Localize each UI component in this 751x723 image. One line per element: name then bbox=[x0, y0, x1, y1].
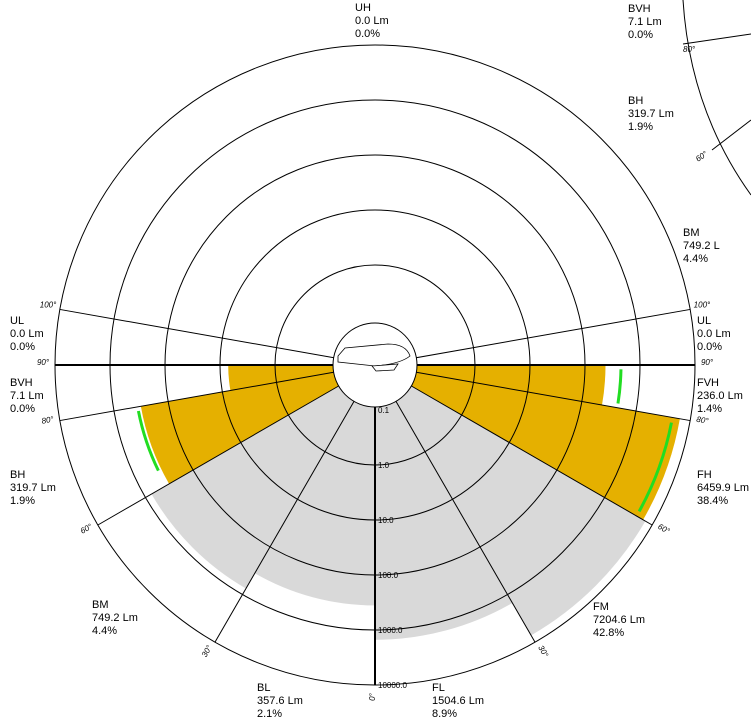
zone-label: FH bbox=[697, 469, 712, 481]
zone-label: 8.9% bbox=[432, 708, 457, 720]
zone-label: 0.0% bbox=[10, 403, 35, 415]
angle-label: 30° bbox=[200, 643, 214, 659]
zone-label: 0.0 Lm bbox=[355, 15, 389, 27]
zone-label: 319.7 Lm bbox=[10, 482, 56, 494]
zone-label: UL bbox=[10, 315, 24, 327]
radial-line bbox=[395, 401, 536, 643]
side-angle-label: 80° bbox=[683, 45, 696, 54]
ring-label: 1000.0 bbox=[378, 626, 403, 635]
side-zone-label: BM bbox=[683, 227, 700, 239]
side-zone-label: 749.2 L bbox=[683, 240, 720, 252]
zone-label: 236.0 Lm bbox=[697, 390, 743, 402]
angle-label: 0° bbox=[368, 692, 377, 700]
ring-label: 1.0 bbox=[378, 461, 390, 470]
side-zone-label: BH bbox=[628, 95, 643, 107]
angle-label: 60° bbox=[79, 522, 95, 536]
zone-label: 1.9% bbox=[10, 495, 35, 507]
angle-label: 100° bbox=[40, 300, 57, 309]
zone-label: 0.0% bbox=[355, 28, 380, 40]
side-zone-label: 0.0% bbox=[628, 29, 653, 41]
side-zone-label: 319.7 Lm bbox=[628, 108, 674, 120]
angle-label: 80° bbox=[696, 415, 710, 426]
angle-label: 90° bbox=[701, 358, 714, 367]
side-radial-line bbox=[682, 33, 751, 45]
zone-label: 42.8% bbox=[593, 627, 624, 639]
zone-label: 749.2 Lm bbox=[92, 612, 138, 624]
threshold-arc bbox=[637, 422, 673, 513]
angle-label: 30° bbox=[536, 644, 550, 660]
radial-line bbox=[97, 385, 339, 526]
side-zone-label: 7.1 Lm bbox=[628, 16, 662, 28]
zone-label: 0.0 Lm bbox=[10, 328, 44, 340]
luminaire-lens bbox=[371, 363, 399, 372]
zone-wedge bbox=[375, 365, 513, 640]
zone-label: 6459.9 Lm bbox=[697, 482, 749, 494]
zone-label: BL bbox=[257, 682, 270, 694]
side-angle-label: 60° bbox=[694, 149, 710, 164]
zone-label: 4.4% bbox=[92, 625, 117, 637]
ring-label: 10.0 bbox=[378, 516, 394, 525]
zone-label: 1.4% bbox=[697, 403, 722, 415]
zone-label: 0.0 Lm bbox=[697, 328, 731, 340]
zone-label: UL bbox=[697, 315, 711, 327]
zone-label: 2.1% bbox=[257, 708, 282, 720]
zone-label: 7.1 Lm bbox=[10, 390, 44, 402]
side-zone-label: 4.4% bbox=[683, 253, 708, 265]
angle-label: 90° bbox=[37, 358, 50, 367]
zone-wedge bbox=[140, 365, 375, 484]
zone-wedge bbox=[375, 365, 646, 636]
threshold-arc bbox=[136, 410, 160, 472]
ring-label: 10000.0 bbox=[378, 681, 407, 690]
zone-wedge bbox=[375, 365, 680, 520]
zone-label: 38.4% bbox=[697, 495, 728, 507]
radial-line bbox=[59, 371, 334, 422]
angle-label: 100° bbox=[694, 300, 711, 309]
side-radial-line bbox=[711, 119, 751, 151]
radial-line bbox=[214, 401, 355, 643]
zone-label: FL bbox=[432, 682, 445, 694]
ring-label: 100.0 bbox=[378, 571, 399, 580]
zone-label: 7204.6 Lm bbox=[593, 614, 645, 626]
zone-label: BVH bbox=[10, 377, 33, 389]
angle-label: 60° bbox=[656, 522, 672, 536]
radial-line bbox=[374, 308, 691, 366]
zone-wedge bbox=[254, 365, 375, 606]
threshold-arc bbox=[616, 369, 623, 404]
angle-label: 80° bbox=[41, 415, 55, 426]
zone-wedge bbox=[151, 365, 375, 589]
radial-line bbox=[411, 385, 653, 526]
zone-label: FVH bbox=[697, 377, 719, 389]
zone-label: BH bbox=[10, 469, 25, 481]
side-outer-ring bbox=[682, 0, 751, 196]
ring-label: 0.1 bbox=[378, 406, 390, 415]
zone-label: 0.0% bbox=[697, 341, 722, 353]
radial-line bbox=[416, 371, 691, 422]
zone-label: 1504.6 Lm bbox=[432, 695, 484, 707]
zone-label: UH bbox=[355, 2, 371, 14]
zone-label: 357.6 Lm bbox=[257, 695, 303, 707]
zone-label: BM bbox=[92, 599, 109, 611]
zone-label: 0.0% bbox=[10, 341, 35, 353]
radial-line bbox=[59, 308, 376, 366]
side-zone-label: BVH bbox=[628, 3, 651, 15]
side-zone-label: 1.9% bbox=[628, 121, 653, 133]
zone-label: FM bbox=[593, 601, 609, 613]
